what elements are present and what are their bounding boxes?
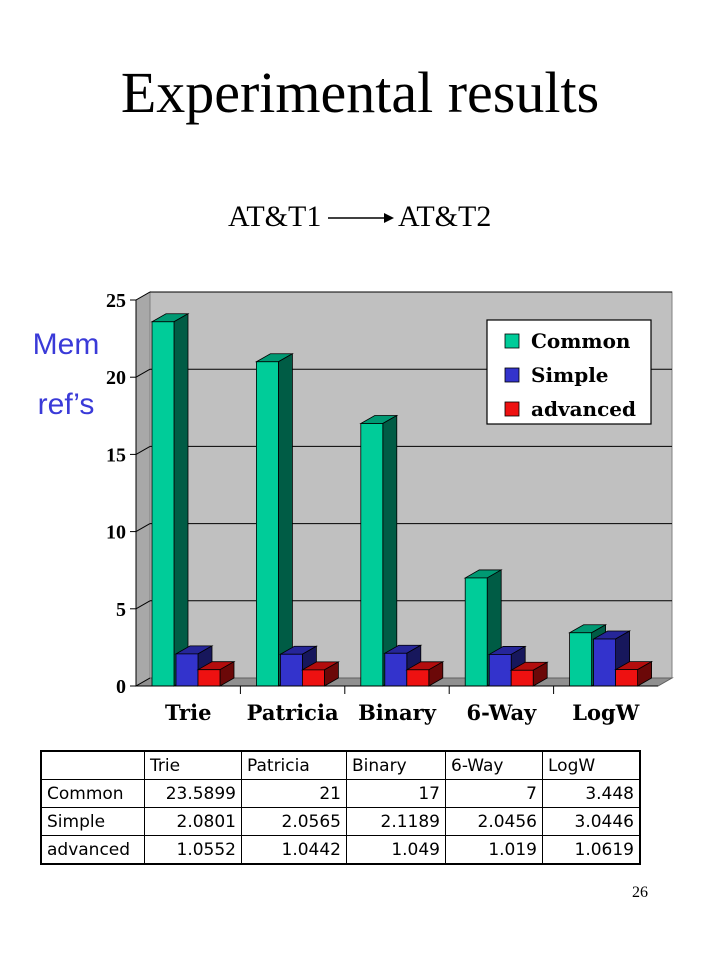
plot-side-wall (135, 291, 151, 687)
table-cell: 3.448 (542, 779, 641, 808)
table-cell: 3.0446 (542, 807, 641, 836)
table-cell: 21 (241, 779, 347, 808)
slide-title: Experimental results (120, 60, 600, 125)
table-header-cell: Trie (144, 750, 242, 780)
bar (510, 669, 534, 687)
y-axis-label-line1: Mem (32, 328, 100, 361)
y-tick-label: 20 (106, 367, 126, 389)
table-header-cell: LogW (542, 750, 641, 780)
table-row-header: Common (40, 779, 145, 808)
bar (488, 654, 512, 687)
transition-from: AT&T1 (228, 200, 322, 233)
table-row-header: Simple (40, 807, 145, 836)
table-header-cell: 6-Way (445, 750, 543, 780)
table-cell: 1.049 (346, 835, 446, 865)
bar (615, 669, 638, 687)
table-cell: 1.0442 (241, 835, 347, 865)
table-cell: 2.0565 (241, 807, 347, 836)
table-cell: 1.0619 (542, 835, 641, 865)
table-row-header: advanced (40, 835, 145, 865)
bar-side (277, 353, 293, 687)
table-cell: 1.019 (445, 835, 543, 865)
table-header-cell: Binary (346, 750, 446, 780)
y-tick-label: 10 (106, 522, 126, 544)
table-header-row: Trie Patricia Binary 6-Way LogW (40, 750, 641, 780)
gridline-depth (135, 523, 151, 533)
table-row: Common 23.5899 21 17 7 3.448 (40, 779, 641, 808)
table-cell: 23.5899 (144, 779, 242, 808)
table-cell: 1.0552 (144, 835, 242, 865)
legend-label: advanced (531, 397, 636, 421)
bar (197, 669, 221, 687)
bar (464, 577, 488, 687)
table-cell: 7 (445, 779, 543, 808)
table-row: Simple 2.0801 2.0565 2.1189 2.0456 3.044… (40, 807, 641, 836)
x-tick-label: Trie (165, 700, 212, 725)
table-cell: 2.1189 (346, 807, 446, 836)
x-tick-label: Binary (358, 700, 437, 725)
x-tick-label: Patricia (247, 700, 339, 725)
y-tick-label: 25 (106, 290, 126, 312)
legend-swatch (504, 333, 520, 349)
y-tick-label: 5 (116, 599, 126, 621)
bar (151, 321, 175, 687)
bar-chart: 0 5 10 15 20 25 Trie Patricia Binary 6-Way LogW Com… (106, 290, 674, 725)
table-cell: 17 (346, 779, 446, 808)
bar (569, 632, 592, 687)
slide-number: 26 (632, 884, 648, 901)
table-row: advanced 1.0552 1.0442 1.049 1.019 1.061… (40, 835, 641, 865)
dataset-transition: AT&T1 AT&T2 (0, 200, 720, 240)
bar-side (173, 313, 189, 687)
arrow-right-icon (328, 213, 394, 223)
results-table: Trie Patricia Binary 6-Way LogW Common 2… (40, 750, 641, 865)
legend-label: Common (531, 329, 631, 353)
gridline-depth (135, 291, 151, 301)
bar-side (382, 414, 398, 687)
y-axis-label-line2: ref’s (37, 388, 95, 421)
legend-swatch (504, 367, 520, 383)
table-header-cell: Patricia (241, 750, 347, 780)
gridline-depth (135, 600, 151, 610)
bar (360, 423, 384, 687)
legend-label: Simple (531, 363, 609, 387)
bar (593, 638, 616, 687)
gridline-depth (135, 677, 151, 687)
bar (301, 669, 325, 687)
gridline-depth (135, 445, 151, 455)
table-cell: 2.0456 (445, 807, 543, 836)
table-header-cell (40, 750, 145, 780)
y-tick-label: 0 (116, 676, 126, 698)
table-cell: 2.0801 (144, 807, 242, 836)
x-tick-label: LogW (572, 700, 639, 725)
bar (406, 669, 430, 687)
bar (255, 361, 279, 687)
y-tick-label: 15 (106, 444, 126, 466)
transition-to: AT&T2 (398, 200, 492, 233)
bar (384, 652, 408, 687)
bar (175, 653, 199, 687)
bar (279, 653, 303, 687)
gridline-depth (135, 368, 151, 378)
legend-swatch (504, 401, 520, 417)
x-tick-label: 6-Way (467, 700, 538, 725)
